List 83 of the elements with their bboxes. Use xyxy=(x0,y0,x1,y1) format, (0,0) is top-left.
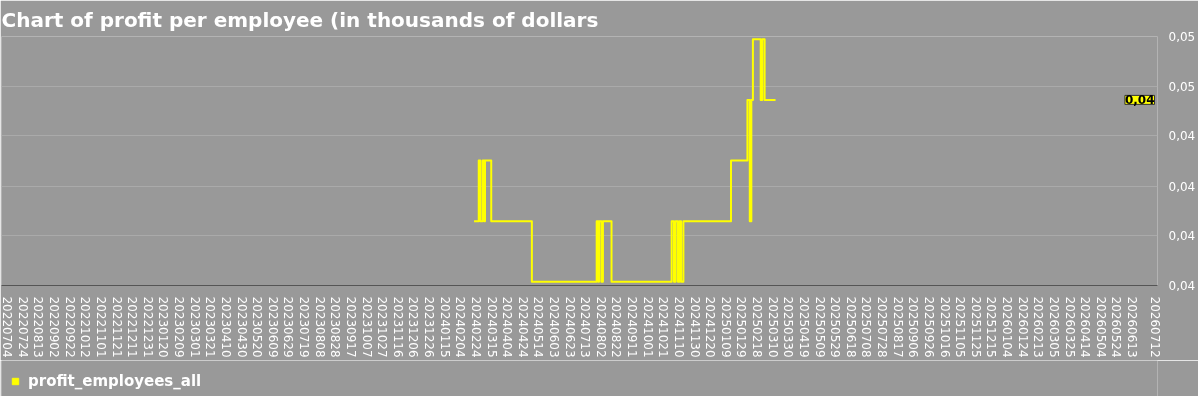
x-tick-label: 20230808 xyxy=(312,296,327,358)
x-tick-label: 20221121 xyxy=(109,296,124,358)
x-tick-label: 20230917 xyxy=(343,296,358,358)
x-tick-label: 20231007 xyxy=(359,296,374,358)
x-tick-label: 20230430 xyxy=(234,296,249,358)
x-tick-label: 20260504 xyxy=(1093,296,1108,358)
y-tick-label: 0,04 xyxy=(1168,129,1196,144)
x-tick-label: 20250906 xyxy=(906,296,921,358)
x-tick-label: 20230301 xyxy=(187,296,202,358)
annotation: 0,04 xyxy=(1124,93,1155,108)
x-tick-label: 20240802 xyxy=(593,296,608,358)
x-tick-label: 20241130 xyxy=(687,296,702,358)
x-tick-label: 20231116 xyxy=(390,296,405,358)
x-tick-label: 20241001 xyxy=(640,296,655,358)
x-tick-label: 20251016 xyxy=(937,296,952,358)
x-tick-label: 20260414 xyxy=(1078,296,1093,358)
x-tick-label: 20250310 xyxy=(765,296,780,358)
x-tick-label: 20230629 xyxy=(281,296,296,358)
y-tick-label: 0,04 xyxy=(1168,179,1196,194)
x-tick-label: 20220813 xyxy=(31,296,46,358)
x-tick-label: 20260213 xyxy=(1031,296,1046,358)
x-tick-label: 20250728 xyxy=(875,296,890,358)
x-tick-label: 20260124 xyxy=(1015,296,1030,358)
x-tick-label: 20240424 xyxy=(515,296,530,358)
x-tick-label: 20240713 xyxy=(578,296,593,358)
x-tick-label: 20251105 xyxy=(953,296,968,358)
x-tick-label: 20250817 xyxy=(890,296,905,358)
x-tick-label: 20240115 xyxy=(437,296,452,358)
x-tick-label: 20230609 xyxy=(265,296,280,358)
chart-title: Chart of profit per employee (in thousands of dollars xyxy=(1,7,599,32)
x-tick-label: 20250926 xyxy=(921,296,936,358)
legend-label: profit_employees_all xyxy=(28,372,202,390)
x-tick-label: 20230520 xyxy=(250,296,265,358)
x-tick-label: 20230828 xyxy=(328,296,343,358)
x-tick-label: 20250129 xyxy=(734,296,749,358)
x-tick-label: 20240224 xyxy=(468,296,483,358)
x-tick-label: 20260524 xyxy=(1109,296,1124,358)
x-tick-label: 20240514 xyxy=(531,296,546,358)
x-tick-label: 20220922 xyxy=(62,296,77,358)
x-tick-label: 20260613 xyxy=(1125,296,1140,358)
y-tick-label: 0,04 xyxy=(1168,229,1196,244)
x-tick-label: 20250529 xyxy=(828,296,843,358)
x-tick-label: 20221211 xyxy=(125,296,140,358)
x-tick-label: 20240315 xyxy=(484,296,499,358)
x-tick-label: 20250419 xyxy=(796,296,811,358)
x-tick-label: 20251125 xyxy=(968,296,983,358)
x-tick-label: 20231027 xyxy=(375,296,390,358)
x-tick-label: 20240204 xyxy=(453,296,468,358)
x-tick-label: 20240911 xyxy=(625,296,640,358)
x-tick-label: 20260104 xyxy=(1000,296,1015,358)
x-tick-label: 20240822 xyxy=(609,296,624,358)
x-tick-label: 20241220 xyxy=(703,296,718,358)
x-tick-label: 20220704 xyxy=(0,296,15,358)
x-tick-label: 20220902 xyxy=(47,296,62,358)
x-tick-label: 20241110 xyxy=(671,296,686,358)
x-tick-label: 20230209 xyxy=(172,296,187,358)
x-tick-label: 20250708 xyxy=(859,296,874,358)
y-tick-label: 0,04 xyxy=(1168,279,1196,293)
x-tick-label: 20230410 xyxy=(218,296,233,358)
x-tick-label: 20251215 xyxy=(984,296,999,358)
x-tick-label: 20220724 xyxy=(15,296,30,358)
x-tick-label: 20221101 xyxy=(93,296,108,358)
x-tick-label: 20231206 xyxy=(406,296,421,358)
x-tick-label: 20240623 xyxy=(562,296,577,358)
x-tick-label: 20241021 xyxy=(656,296,671,358)
x-tick-label: 20250618 xyxy=(843,296,858,358)
x-tick-label: 20231226 xyxy=(422,296,437,358)
y-tick-label: 0,05 xyxy=(1168,30,1196,44)
x-tick-label: 20230120 xyxy=(156,296,171,358)
x-tick-label: 20230719 xyxy=(297,296,312,358)
x-tick-label: 20250218 xyxy=(750,296,765,358)
x-tick-label: 20221231 xyxy=(140,296,155,358)
x-tick-label: 20230321 xyxy=(203,296,218,358)
x-tick-label: 20240603 xyxy=(547,296,562,358)
x-tick-label: 20221012 xyxy=(78,296,93,358)
x-tick-label: 20260712 xyxy=(1147,296,1162,358)
x-tick-label: 20250109 xyxy=(718,296,733,358)
x-tick-label: 20250330 xyxy=(781,296,796,358)
y-tick-label: 0,05 xyxy=(1168,79,1196,94)
x-tick-label: 20260325 xyxy=(1062,296,1077,358)
x-tick-label: 20260305 xyxy=(1046,296,1061,358)
x-tick-label: 20250509 xyxy=(812,296,827,358)
x-tick-label: 20240404 xyxy=(500,296,515,358)
